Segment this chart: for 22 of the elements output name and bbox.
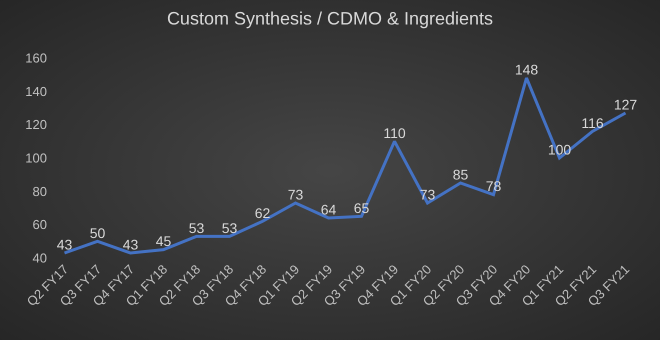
y-tick-label: 40 <box>32 250 47 266</box>
data-label: 148 <box>514 62 538 78</box>
y-tick-label: 80 <box>32 184 47 199</box>
y-tick-label: 160 <box>25 50 47 66</box>
data-label: 50 <box>90 224 106 241</box>
data-label: 53 <box>222 220 238 236</box>
data-label: 85 <box>452 166 468 182</box>
data-label: 64 <box>320 202 336 218</box>
y-tick-label: 140 <box>25 84 47 99</box>
data-label: 62 <box>254 204 270 221</box>
data-label: 110 <box>383 124 406 141</box>
data-label: 45 <box>156 233 172 250</box>
y-tick-label: 60 <box>32 217 47 232</box>
chart-title: Custom Synthesis / CDMO & Ingredients <box>166 8 494 28</box>
y-tick-label: 120 <box>25 117 47 132</box>
data-label: 127 <box>614 96 638 112</box>
y-tick-label: 100 <box>25 150 47 166</box>
data-label: 73 <box>288 186 304 202</box>
data-label: 53 <box>188 220 204 236</box>
data-label: 116 <box>581 114 604 131</box>
data-label: 43 <box>56 236 72 252</box>
data-label: 43 <box>122 236 138 252</box>
